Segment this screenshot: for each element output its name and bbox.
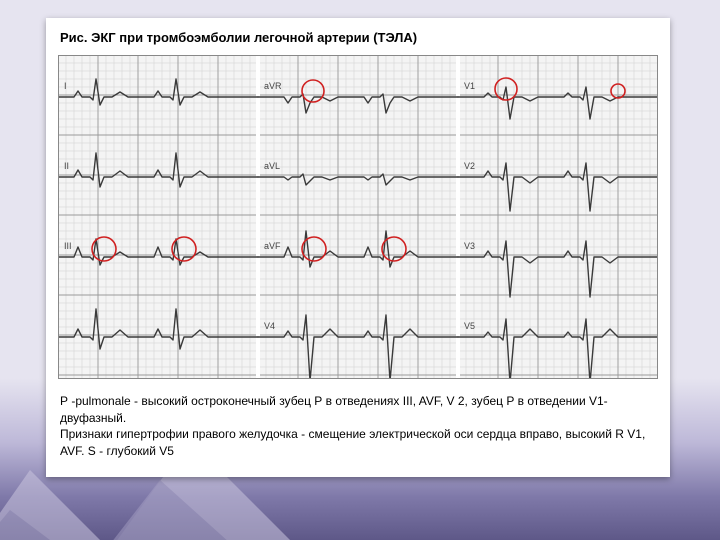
svg-text:V5: V5	[464, 321, 475, 331]
decor-shape-front	[0, 480, 260, 540]
figure-card: Рис. ЭКГ при тромбоэмболии легочной арте…	[46, 18, 670, 477]
caption-line-1: Р -pulmonale - высокий остроконечный зуб…	[60, 393, 656, 426]
svg-text:V2: V2	[464, 161, 475, 171]
figure-title: Рис. ЭКГ при тромбоэмболии легочной арте…	[46, 18, 670, 55]
svg-text:II: II	[64, 161, 69, 171]
figure-caption: Р -pulmonale - высокий остроконечный зуб…	[46, 379, 670, 477]
slide: Рис. ЭКГ при тромбоэмболии легочной арте…	[0, 0, 720, 540]
ecg-svg: IIIIIIaVRaVLaVFV1V2V3V4V5	[58, 55, 658, 379]
ecg-chart: IIIIIIaVRaVLaVFV1V2V3V4V5	[58, 55, 658, 379]
svg-text:I: I	[64, 81, 67, 91]
svg-text:aVL: aVL	[264, 161, 280, 171]
svg-text:V3: V3	[464, 241, 475, 251]
caption-line-2: Признаки гипертрофии правого желудочка -…	[60, 426, 656, 459]
svg-text:aVF: aVF	[264, 241, 281, 251]
svg-text:V4: V4	[264, 321, 275, 331]
svg-text:aVR: aVR	[264, 81, 282, 91]
svg-text:V1: V1	[464, 81, 475, 91]
svg-text:III: III	[64, 241, 72, 251]
